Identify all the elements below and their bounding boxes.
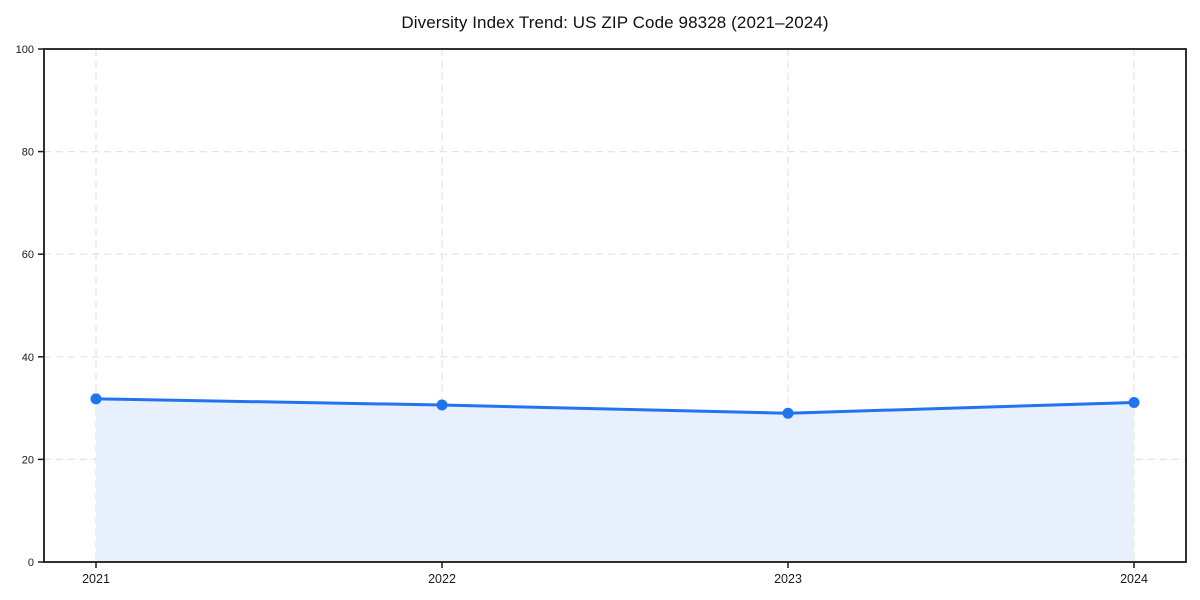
x-tick-label: 2022 [428, 572, 456, 586]
x-tick-label: 2023 [774, 572, 802, 586]
chart-title: Diversity Index Trend: US ZIP Code 98328… [401, 13, 829, 32]
y-tick-label: 20 [22, 454, 34, 466]
x-tick-label: 2021 [82, 572, 110, 586]
y-tick-label: 60 [22, 249, 34, 261]
data-point-2022 [436, 399, 448, 411]
y-tick-label: 100 [16, 44, 34, 56]
data-point-2024 [1128, 396, 1140, 408]
area-fill [96, 398, 1134, 562]
plot-border [43, 48, 1187, 563]
trend-line [94, 397, 1136, 415]
y-tick-label: 80 [22, 147, 34, 159]
y-tick-label: 40 [22, 352, 34, 364]
data-point-2021 [90, 393, 102, 405]
data-point-2023 [782, 407, 794, 419]
x-tick-label: 2024 [1120, 572, 1148, 586]
y-tick-label: 0 [28, 557, 34, 569]
